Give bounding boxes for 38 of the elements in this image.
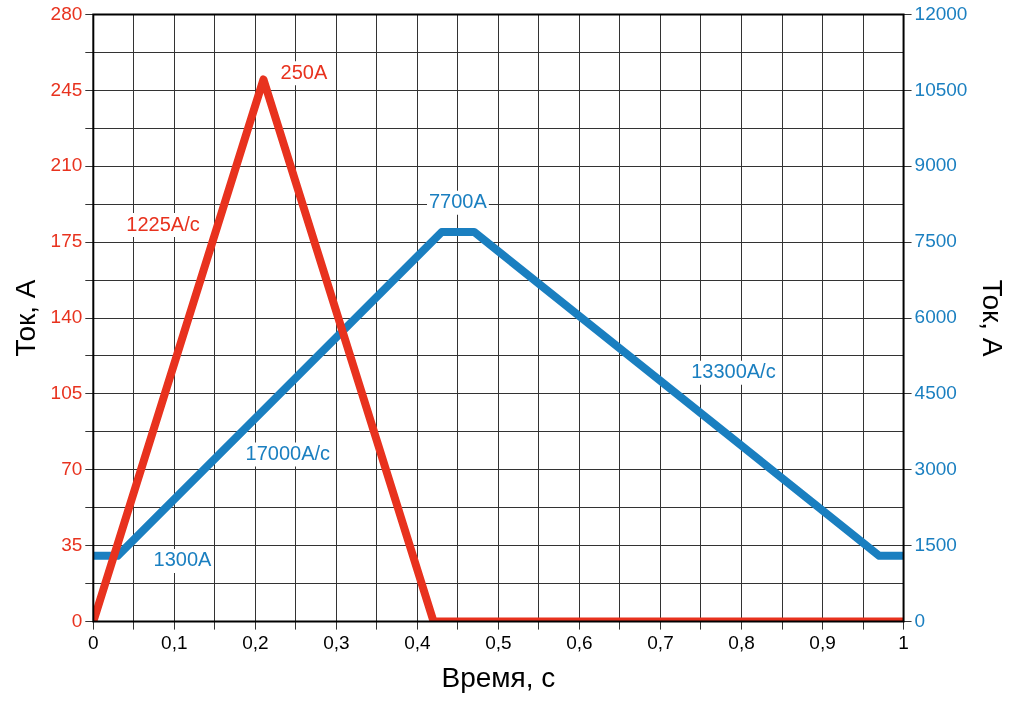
x-tick-label: 1 <box>898 632 909 654</box>
x-axis-title: Время, с <box>441 661 556 693</box>
y-tick-label: 35 <box>61 533 83 555</box>
y-tick-label: 210 <box>50 154 83 176</box>
x-tick-label: 0 <box>88 632 99 654</box>
y-tick-label: 105 <box>50 382 83 404</box>
x-tick-label: 0,7 <box>647 632 674 654</box>
y2-tick-label: 4500 <box>914 382 957 404</box>
y-tick-label: 245 <box>50 78 83 100</box>
y-tick-label: 280 <box>50 2 83 24</box>
y2-tick-label: 1500 <box>914 533 957 555</box>
x-tick-label: 0,4 <box>404 632 432 654</box>
annotation: 1225A/c <box>126 212 200 235</box>
x-tick-label: 0,2 <box>242 632 269 654</box>
x-tick-label: 0,6 <box>566 632 593 654</box>
annotation: 1300A <box>153 548 212 571</box>
y2-tick-label: 9000 <box>914 154 957 176</box>
x-tick-label: 0,8 <box>728 632 755 654</box>
y-tick-label: 140 <box>50 306 83 328</box>
x-tick-label: 0,1 <box>161 632 188 654</box>
annotation: 7700A <box>429 190 488 213</box>
x-tick-label: 0,9 <box>809 632 836 654</box>
y2-tick-label: 3000 <box>914 458 957 480</box>
y2-tick-label: 7500 <box>914 230 957 252</box>
y2-tick-label: 12000 <box>914 2 968 24</box>
y-tick-label: 175 <box>50 230 83 252</box>
y2-tick-label: 0 <box>914 609 926 631</box>
y-tick-label: 0 <box>71 609 83 631</box>
annotation: 250A <box>280 60 328 83</box>
y2-axis-title: Ток, А <box>977 279 1009 357</box>
y2-tick-label: 6000 <box>914 306 957 328</box>
annotation: 17000A/c <box>245 442 331 465</box>
annotation: 13300A/c <box>691 360 776 383</box>
x-tick-label: 0,5 <box>485 632 512 654</box>
y2-tick-label: 10500 <box>914 78 968 100</box>
y-axis-title: Ток, А <box>9 279 41 357</box>
y-tick-label: 70 <box>61 458 83 480</box>
x-tick-label: 0,3 <box>323 632 350 654</box>
